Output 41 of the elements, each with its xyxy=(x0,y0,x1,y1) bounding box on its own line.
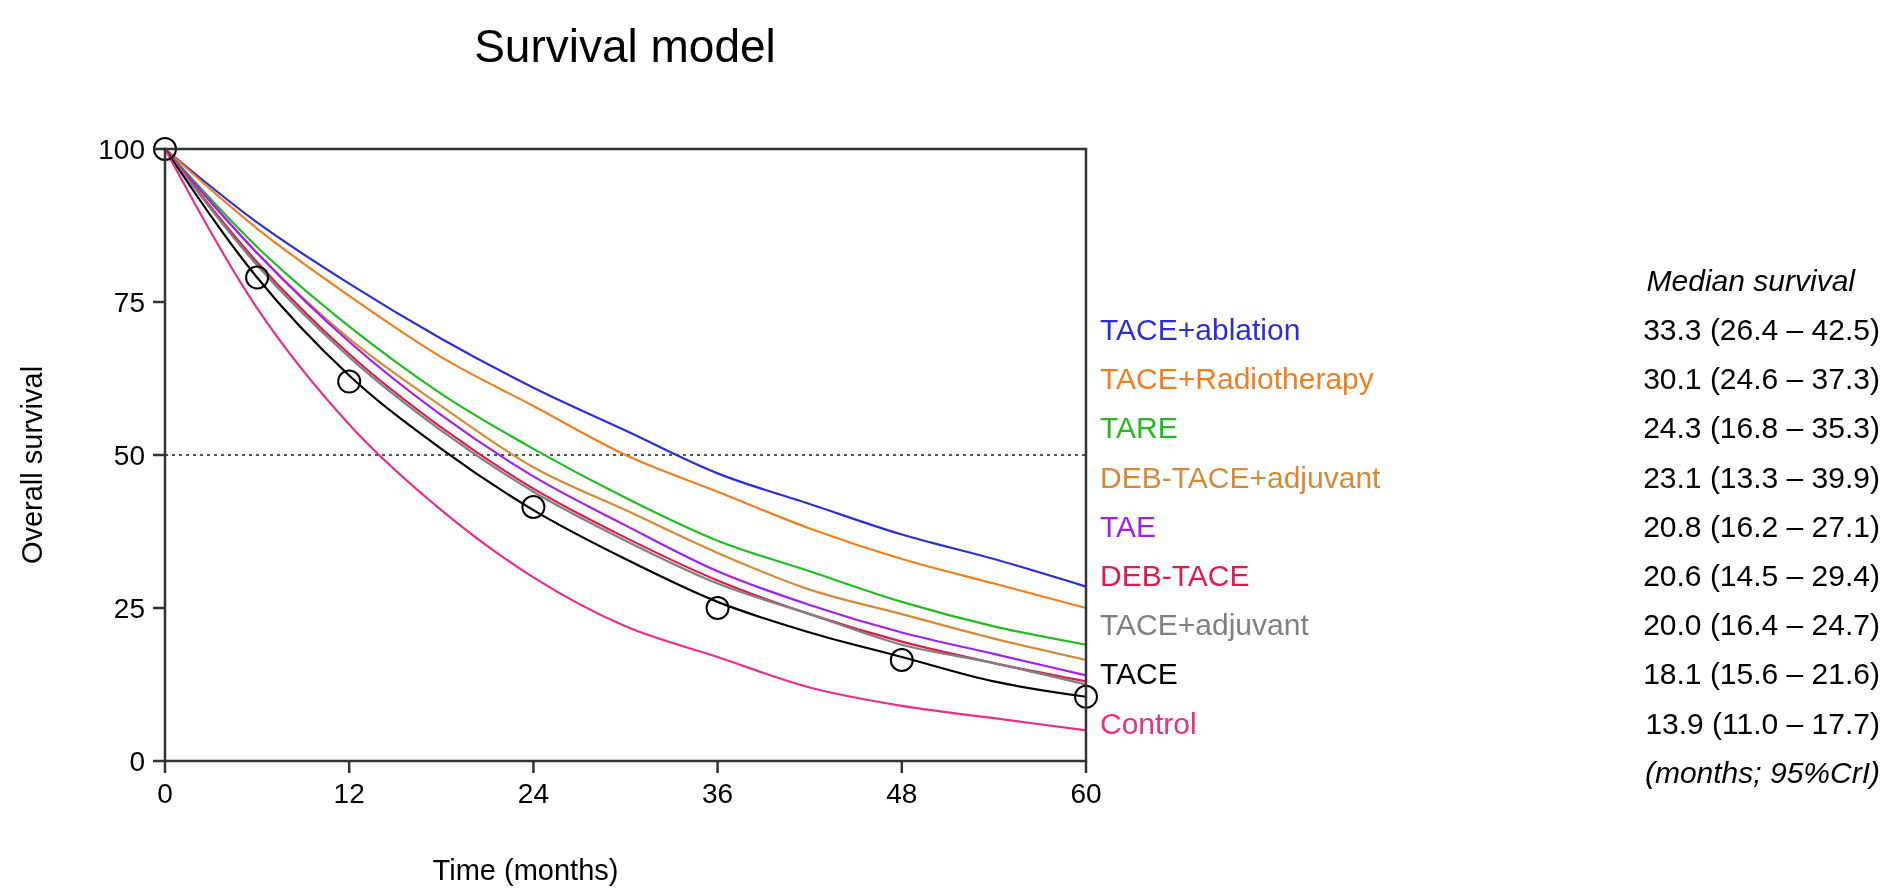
point xyxy=(337,369,362,394)
point xyxy=(245,265,270,290)
text: 20.0 (16.4 – 24.7) xyxy=(1643,608,1880,642)
series-label: TACE+adjuvant xyxy=(1100,608,1310,642)
x-tick-label: 60 xyxy=(1070,778,1102,809)
y-tick-label: 75 xyxy=(113,287,145,318)
y-axis-title: Overall survival xyxy=(16,365,48,565)
point xyxy=(889,648,914,673)
text: 20.6 (14.5 – 29.4) xyxy=(1643,559,1880,592)
series-label: Control xyxy=(1100,706,1197,740)
text: 23.1 (13.3 – 39.9) xyxy=(1643,460,1880,494)
text: DEB-TACE+adjuvant xyxy=(1100,460,1382,494)
text: DEB-TACE xyxy=(1100,559,1250,592)
x-tick-label: 24 xyxy=(517,778,549,809)
text: (months; 95%CrI) xyxy=(1644,755,1880,789)
series-label: TACE xyxy=(1100,657,1178,691)
x-tick-label: 48 xyxy=(886,778,918,809)
chart-title: Survival model xyxy=(474,20,776,72)
text: 20.8 (16.2 – 27.1) xyxy=(1643,509,1880,543)
text: 30.1 (24.6 – 37.3) xyxy=(1643,362,1880,396)
text: TARE xyxy=(1100,411,1178,445)
point xyxy=(1074,684,1098,709)
x-tick-label: 36 xyxy=(702,778,734,809)
point xyxy=(521,495,546,520)
text: TAE xyxy=(1100,509,1157,543)
text: 13.9 (11.0 – 17.7) xyxy=(1645,706,1880,740)
text: 18.1 (15.6 – 21.6) xyxy=(1643,657,1880,691)
y-tick-label: 100 xyxy=(98,134,145,165)
text: TACE+ablation xyxy=(1100,313,1301,346)
y-tick-label: 0 xyxy=(129,746,145,777)
y-tick-label: 25 xyxy=(113,593,145,624)
x-axis-title: Time (months) xyxy=(432,854,619,886)
point xyxy=(705,596,730,620)
text: TACE+Radiotherapy xyxy=(1100,362,1374,396)
text: 24.3 (16.8 – 35.3) xyxy=(1643,411,1880,445)
y-tick-label: 50 xyxy=(113,440,145,471)
x-tick-label: 12 xyxy=(333,778,365,809)
text: 33.3 (26.4 – 42.5) xyxy=(1643,313,1880,346)
text: Median survival xyxy=(1646,263,1857,297)
point xyxy=(153,137,177,161)
x-tick-label: 0 xyxy=(157,778,173,809)
